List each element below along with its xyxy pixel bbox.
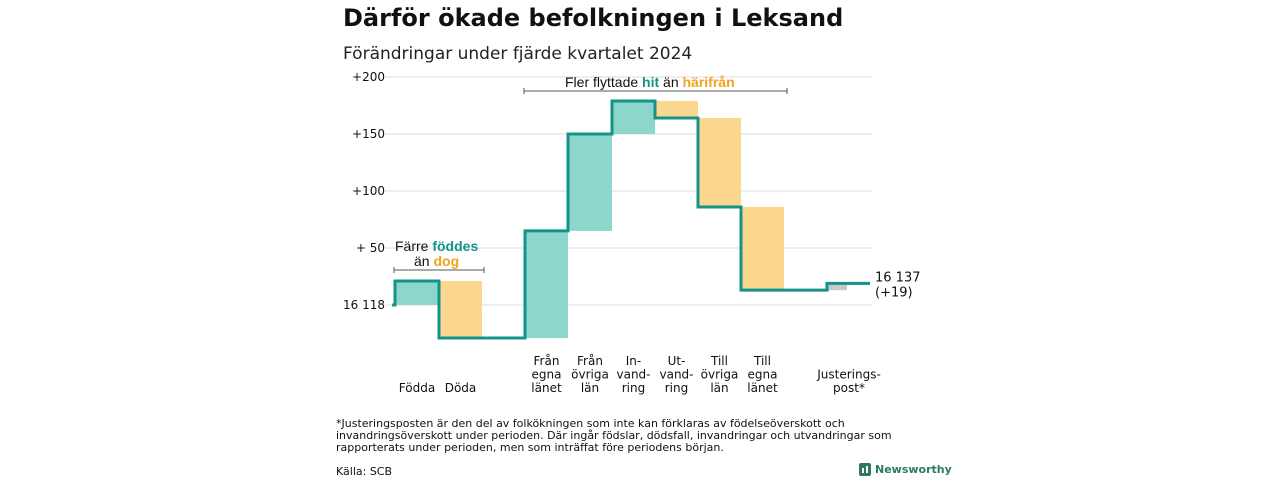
x-tick-label: Från xyxy=(534,354,560,368)
bar-3 xyxy=(568,134,612,231)
brand-logo: Newsworthy xyxy=(859,463,952,476)
source-label: Källa: SCB xyxy=(336,465,393,478)
migration-bracket xyxy=(523,88,788,94)
x-tick-label: vand- xyxy=(659,368,693,382)
annotation-brackets xyxy=(393,88,788,273)
footnote: *Justeringsposten är den del av folkökni… xyxy=(336,417,892,454)
x-tick-label: Ut- xyxy=(668,354,686,368)
bar-2 xyxy=(525,230,568,339)
x-tick-label: Födda xyxy=(399,381,435,395)
x-tick-label: Till xyxy=(753,354,771,368)
x-tick-label: län xyxy=(581,381,599,395)
births-deaths-annotation-line2: än dog xyxy=(414,253,460,269)
x-tick-label: ring xyxy=(622,381,646,395)
x-tick-label: Justerings- xyxy=(816,368,881,382)
y-tick-label: +200 xyxy=(352,70,385,84)
end-labels: 16 137(+19) xyxy=(875,270,921,300)
x-tick-label: länet xyxy=(531,381,562,395)
x-tick-label: Till xyxy=(710,354,728,368)
end-change-label: (+19) xyxy=(875,285,913,300)
bar-1 xyxy=(439,281,482,339)
x-tick-label: egna xyxy=(748,368,778,382)
births-deaths-annotation-line1: Färre föddes xyxy=(395,238,479,254)
chart-title: Därför ökade befolkningen i Leksand xyxy=(343,4,844,32)
x-tick-label: länet xyxy=(747,381,778,395)
x-axis-labels: Födda DödaFrånegnalänetFrånövrigalänIn-va… xyxy=(399,354,881,395)
x-tick-label: län xyxy=(710,381,728,395)
bar-6 xyxy=(698,118,741,207)
x-tick-label: post* xyxy=(833,381,865,395)
x-tick-label: egna xyxy=(532,368,562,382)
x-tick-label: Från xyxy=(577,354,603,368)
x-tick-label: övriga xyxy=(571,368,609,382)
x-tick-label: In- xyxy=(626,354,641,368)
x-tick-label: Döda xyxy=(445,381,477,395)
chart-subtitle: Förändringar under fjärde kvartalet 2024 xyxy=(343,44,693,64)
bar-7 xyxy=(741,206,784,291)
births-deaths-bracket xyxy=(393,267,485,273)
x-tick-label: vand- xyxy=(616,368,650,382)
y-tick-label: +150 xyxy=(352,127,385,141)
end-value-label: 16 137 xyxy=(875,270,921,285)
bar-5 xyxy=(655,100,698,119)
bar-0 xyxy=(395,281,439,305)
bar-4 xyxy=(612,100,655,134)
migration-annotation: Fler flyttade hit än härifrån xyxy=(565,74,735,90)
x-tick-label: övriga xyxy=(701,368,739,382)
bar-8 xyxy=(827,283,847,291)
bar-chart-icon xyxy=(859,463,871,476)
y-axis-ticks: +200 +150 +100 + 50 16 118 xyxy=(343,70,385,312)
bars xyxy=(395,100,847,339)
x-tick-label: ring xyxy=(665,381,689,395)
y-tick-label: + 50 xyxy=(356,241,385,255)
y-tick-label: +100 xyxy=(352,184,385,198)
y-tick-label: 16 118 xyxy=(343,298,385,312)
cumulative-step-line xyxy=(392,99,870,340)
brand-name: Newsworthy xyxy=(875,463,952,476)
